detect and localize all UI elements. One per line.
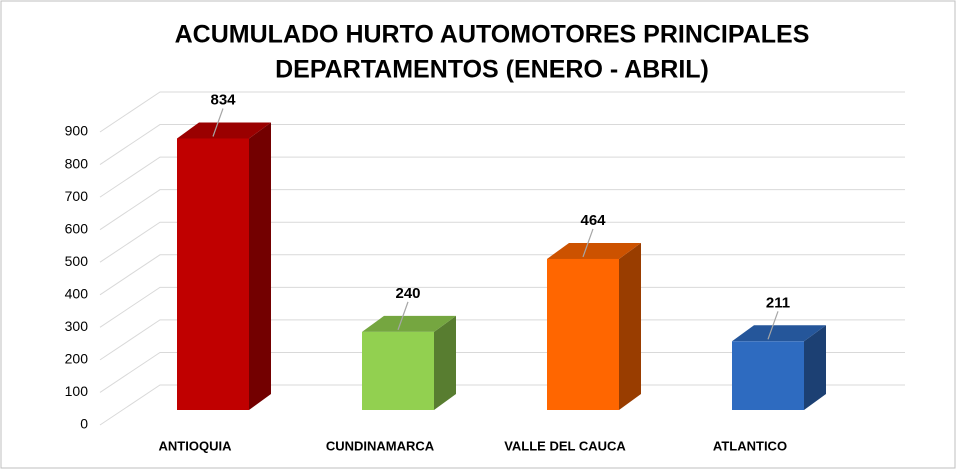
- bar-top: [732, 325, 826, 342]
- grid-line: [99, 156, 905, 198]
- chart-title-line-2: DEPARTAMENTOS (ENERO - ABRIL): [275, 56, 709, 84]
- grid-line: [99, 221, 905, 263]
- data-label: 834: [210, 91, 236, 108]
- grid-line: [99, 319, 905, 361]
- bar-side: [804, 325, 826, 410]
- bar-top: [177, 122, 271, 139]
- y-tick-label: 100: [65, 383, 89, 399]
- y-tick-label: 0: [80, 416, 88, 432]
- bar-side: [434, 315, 456, 410]
- y-tick-label: 700: [65, 188, 89, 204]
- y-tick-label: 400: [65, 285, 89, 301]
- bar-side: [619, 242, 641, 410]
- y-tick-label: 300: [65, 318, 89, 334]
- chart-title-line-1: ACUMULADO HURTO AUTOMOTORES PRINCIPALES: [175, 21, 810, 49]
- grid-line: [99, 124, 905, 165]
- x-tick-label: ATLANTICO: [713, 438, 787, 453]
- bar-top: [547, 242, 641, 259]
- x-tick-label: CUNDINAMARCA: [326, 438, 435, 453]
- grid-line: [99, 351, 905, 393]
- bar: [362, 331, 434, 410]
- leader-line: [397, 301, 409, 331]
- y-tick-label: 200: [65, 351, 89, 367]
- leader-line: [767, 311, 779, 340]
- x-tick-label: VALLE DEL CAUCA: [504, 438, 626, 453]
- bar: [177, 138, 249, 410]
- leader-line: [582, 228, 594, 258]
- data-label: 211: [766, 294, 790, 311]
- bar: [732, 341, 804, 410]
- grid-line: [99, 384, 905, 426]
- bar: [547, 258, 619, 410]
- y-tick-label: 800: [65, 155, 89, 171]
- bar-top: [362, 315, 456, 332]
- y-tick-label: 600: [65, 220, 89, 236]
- data-label: 240: [395, 285, 420, 302]
- grid-line: [99, 286, 905, 328]
- grid-line: [99, 254, 905, 296]
- grid-line: [99, 189, 905, 231]
- grid-line: [99, 91, 905, 133]
- y-tick-label: 500: [65, 253, 89, 269]
- leader-line: [212, 108, 224, 137]
- x-tick-label: ANTIOQUIA: [159, 438, 233, 453]
- y-tick-label: 900: [65, 123, 89, 139]
- bar-side: [249, 122, 271, 410]
- data-label: 464: [580, 212, 606, 229]
